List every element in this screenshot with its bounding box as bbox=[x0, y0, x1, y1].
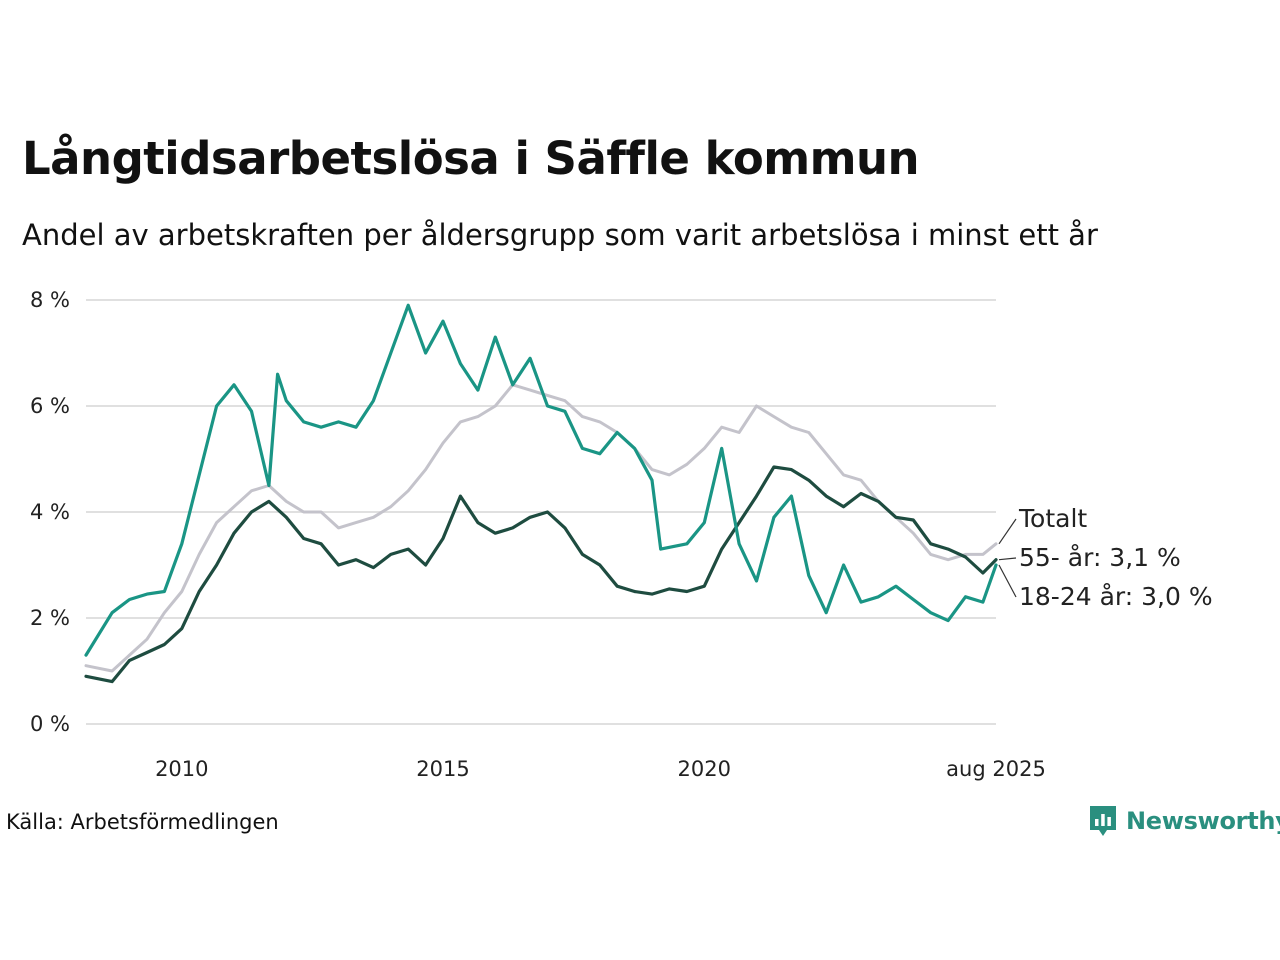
leader-line-age55 bbox=[998, 557, 1017, 561]
series-line-age1824 bbox=[84, 303, 998, 657]
series-line-age55 bbox=[84, 465, 998, 684]
x-tick-label: aug 2025 bbox=[946, 757, 1046, 781]
end-label-totalt: Totalt bbox=[1018, 504, 1087, 533]
y-tick-label: 0 % bbox=[30, 712, 70, 736]
chart-title: Långtidsarbetslösa i Säffle kommun bbox=[22, 132, 920, 185]
y-tick-label: 6 % bbox=[30, 394, 70, 418]
brand-logo: Newsworthy bbox=[1088, 804, 1280, 838]
newsworthy-logo-icon bbox=[1090, 806, 1116, 836]
end-label-age55: 55- år: 3,1 % bbox=[1019, 543, 1181, 572]
end-label-age1824: 18-24 år: 3,0 % bbox=[1019, 582, 1213, 611]
y-axis-tick-labels: 0 % 2 % 4 % 6 % 8 % bbox=[30, 288, 70, 736]
source-note: Källa: Arbetsförmedlingen bbox=[6, 810, 279, 834]
leader-line-age1824 bbox=[998, 564, 1017, 598]
leader-line-totalt bbox=[998, 518, 1017, 545]
x-tick-label: 2015 bbox=[416, 757, 469, 781]
series-lines bbox=[84, 303, 998, 684]
y-tick-label: 4 % bbox=[30, 500, 70, 524]
end-labels: Totalt 55- år: 3,1 % 18-24 år: 3,0 % bbox=[998, 504, 1213, 611]
x-tick-label: 2020 bbox=[678, 757, 731, 781]
brand-name: Newsworthy bbox=[1126, 807, 1280, 835]
series-line-totalt bbox=[84, 383, 998, 673]
x-tick-label: 2010 bbox=[155, 757, 208, 781]
x-axis-tick-labels: 2010 2015 2020 aug 2025 bbox=[155, 757, 1046, 781]
y-tick-label: 2 % bbox=[30, 606, 70, 630]
chart-subtitle: Andel av arbetskraften per åldersgrupp s… bbox=[22, 218, 1098, 252]
grid-lines bbox=[86, 299, 996, 725]
y-tick-label: 8 % bbox=[30, 288, 70, 312]
